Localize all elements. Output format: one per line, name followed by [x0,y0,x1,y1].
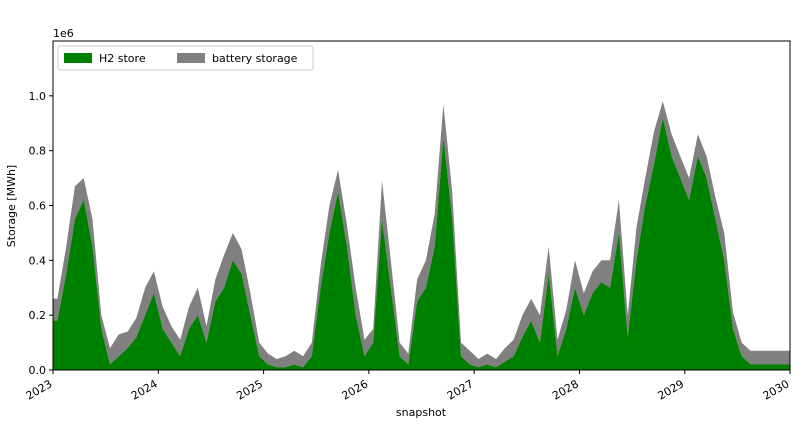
legend-label-battery-storage: battery storage [212,52,298,65]
legend: H2 store battery storage [57,45,314,71]
y-tick-label: 0.0 [29,364,47,377]
legend-swatch-battery-storage [177,53,205,63]
y-axis: 0.0 0.2 0.4 0.6 0.8 1.0 [29,90,53,377]
y-offset-label: 1e6 [53,27,74,40]
area-battery-storage [53,101,790,368]
area-layer [53,101,790,370]
y-tick-label: 0.6 [29,200,47,213]
y-axis-label: Storage [MWh] [5,165,18,247]
legend-swatch-h2-store [64,53,92,63]
x-axis-label: snapshot [396,406,447,419]
y-tick-label: 0.8 [29,145,47,158]
y-tick-label: 0.4 [29,254,47,267]
y-tick-label: 0.2 [29,309,47,322]
y-tick-label: 1.0 [29,90,47,103]
area-h2-store [53,117,790,370]
legend-label-h2-store: H2 store [99,52,146,65]
